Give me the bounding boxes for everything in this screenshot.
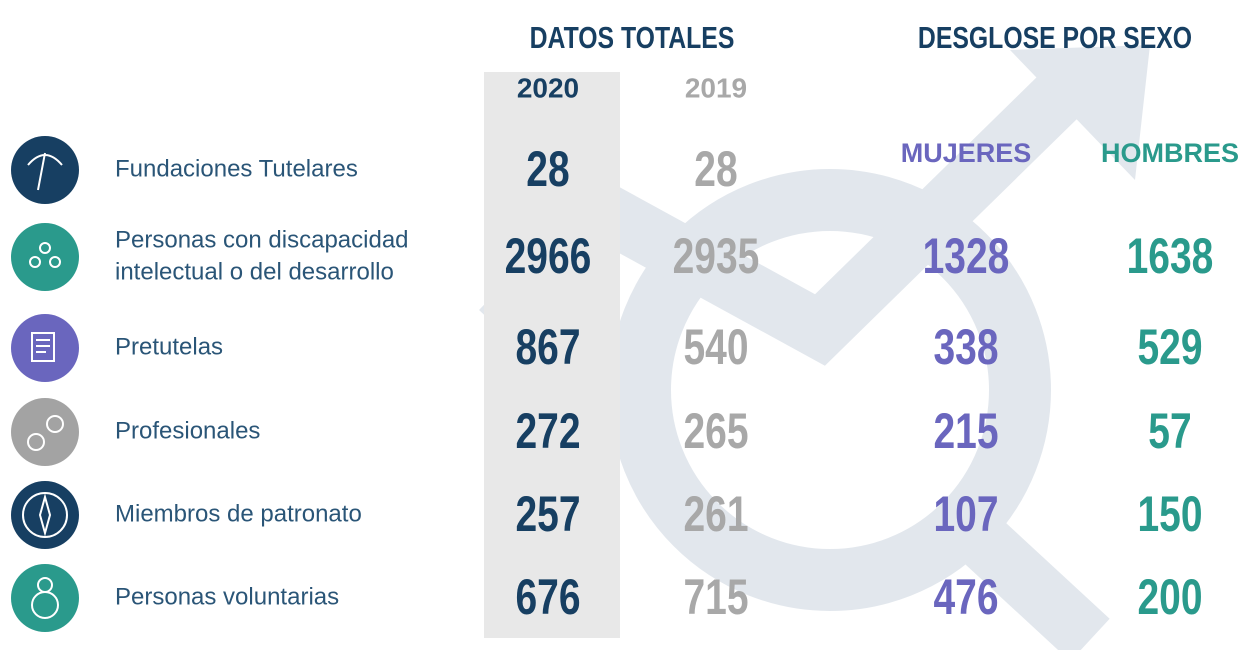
row-label: Personas voluntarias	[115, 583, 339, 610]
row-value: 28	[526, 140, 569, 197]
row-value: 265	[683, 402, 748, 459]
row-value: 257	[515, 485, 580, 542]
row-value: 107	[933, 485, 998, 542]
row-label: Profesionales	[115, 417, 260, 444]
highlight-column	[484, 72, 620, 638]
watermark	[479, 45, 1150, 650]
row-value: 540	[683, 318, 748, 375]
totals-title: DATOS TOTALES	[530, 21, 735, 55]
row-value: 150	[1137, 485, 1202, 542]
row-value: 1638	[1127, 227, 1214, 284]
row-value: 261	[683, 485, 748, 542]
year-current: 2020	[517, 72, 579, 103]
row-value: 476	[933, 568, 998, 625]
row-value: 57	[1148, 402, 1191, 459]
row-label: Pretutelas	[115, 333, 223, 360]
row-value: 715	[683, 568, 748, 625]
breakdown-title: DESGLOSE POR SEXO	[918, 21, 1192, 55]
row-value: 2966	[505, 227, 592, 284]
row-value: 867	[515, 318, 580, 375]
row-value: 2935	[673, 227, 760, 284]
row-value: 272	[515, 402, 580, 459]
row-value: 200	[1137, 568, 1202, 625]
row-label: Fundaciones Tutelares	[115, 155, 358, 182]
icons	[11, 136, 79, 632]
women-header: MUJERES	[901, 138, 1032, 168]
year-previous: 2019	[685, 72, 747, 103]
row-label: intelectual o del desarrollo	[115, 258, 394, 285]
row-value: 529	[1137, 318, 1202, 375]
row-value: 215	[933, 402, 998, 459]
row-label: Miembros de patronato	[115, 500, 362, 527]
men-header: HOMBRES	[1101, 138, 1239, 168]
row-label: Personas con discapacidad	[115, 226, 409, 253]
row-value: 28	[694, 140, 737, 197]
row-value: 338	[933, 318, 998, 375]
row-value: 1328	[923, 227, 1010, 284]
row-value: 676	[515, 568, 580, 625]
